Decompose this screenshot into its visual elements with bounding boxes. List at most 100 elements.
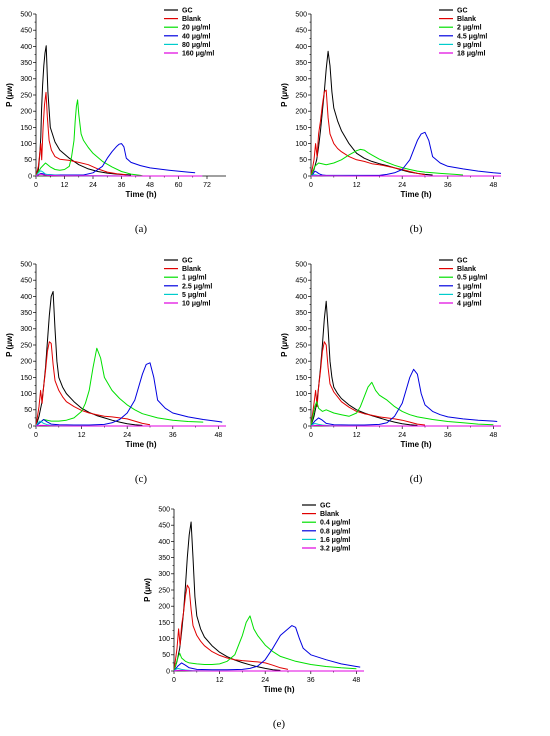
series-line-6 — [35, 173, 203, 177]
y-tick-label: 500 — [20, 261, 32, 268]
y-tick-label: 400 — [295, 44, 307, 51]
y-axis-title: P (μw) — [280, 333, 289, 357]
series-line-2 — [310, 341, 426, 427]
series-line-2 — [310, 89, 426, 177]
y-axis-title: P (μw) — [5, 333, 14, 357]
series-line-3 — [35, 99, 144, 177]
y-tick-label: 50 — [24, 407, 32, 414]
y-tick-label: 500 — [20, 11, 32, 18]
panel-caption: (c) — [135, 473, 148, 485]
y-tick-label: 450 — [295, 278, 307, 285]
chart-panel-b: 0 50 100 150 200 250 300 350 400 450 500 0 12 24 36 48 T… — [275, 0, 550, 240]
x-axis-title: Time (h) — [264, 685, 295, 694]
series-line-1 — [35, 45, 132, 177]
x-tick-label: 48 — [490, 182, 498, 189]
series-line-3 — [173, 615, 357, 672]
legend-entry: 1.6 μg/ml — [320, 537, 350, 544]
y-axis-title: P (μw) — [5, 83, 14, 107]
y-tick-label: 500 — [295, 11, 307, 18]
y-tick-label: 150 — [295, 375, 307, 382]
y-tick-label: 0 — [166, 668, 170, 675]
y-tick-label: 400 — [295, 294, 307, 301]
legend-entry: 0.8 μg/ml — [320, 528, 350, 535]
chart-panel-d: 0 50 100 150 200 250 300 350 400 450 500 0 12 24 36 48 T… — [275, 250, 550, 490]
y-tick-label: 500 — [158, 506, 170, 513]
y-tick-label: 350 — [20, 60, 32, 67]
x-tick-label: 24 — [89, 182, 97, 189]
chart-panel-a: 0 50 100 150 200 250 300 350 400 450 500 0 12 24 36 48 6… — [0, 0, 275, 240]
legend-entry: GC — [320, 503, 331, 510]
y-tick-label: 150 — [20, 125, 32, 132]
legend-entry: 1 μg/ml — [182, 275, 207, 282]
legend-entry: 40 μg/ml — [182, 33, 210, 40]
x-tick-label: 36 — [444, 182, 452, 189]
x-tick-label: 60 — [175, 182, 183, 189]
y-tick-label: 150 — [295, 125, 307, 132]
y-tick-label: 150 — [20, 375, 32, 382]
series-line-6 — [310, 424, 501, 427]
legend-entry: 2.5 μg/ml — [182, 283, 212, 290]
legend-entry: GC — [182, 258, 193, 265]
legend-entry: 0.4 μg/ml — [320, 520, 350, 527]
y-tick-label: 100 — [295, 391, 307, 398]
legend-entry: Blank — [457, 16, 476, 23]
panel-caption: (d) — [410, 473, 423, 485]
y-tick-label: 400 — [20, 44, 32, 51]
legend-entry: GC — [182, 8, 193, 15]
x-tick-label: 36 — [169, 432, 177, 439]
x-tick-label: 36 — [118, 182, 126, 189]
x-tick-label: 0 — [309, 182, 313, 189]
legend-entry: 3.2 μg/ml — [320, 546, 350, 553]
panel-caption: (e) — [273, 718, 286, 730]
x-tick-label: 36 — [444, 432, 452, 439]
legend-entry: 18 μg/ml — [457, 51, 485, 58]
legend-entry: 2 μg/ml — [457, 292, 482, 299]
x-tick-label: 48 — [490, 432, 498, 439]
y-tick-label: 0 — [303, 173, 307, 180]
series-line-6 — [173, 669, 364, 672]
legend-entry: 4 μg/ml — [457, 301, 482, 308]
series-line-1 — [35, 291, 143, 427]
x-tick-label: 48 — [353, 677, 361, 684]
series-line-2 — [173, 584, 289, 672]
legend-entry: 9 μg/ml — [457, 42, 482, 49]
x-tick-label: 48 — [215, 432, 223, 439]
y-tick-label: 450 — [20, 278, 32, 285]
legend-entry: 1 μg/ml — [457, 283, 482, 290]
legend-entry: Blank — [182, 16, 201, 23]
legend-entry: GC — [457, 258, 468, 265]
series-line-3 — [310, 381, 494, 427]
legend-entry: 20 μg/ml — [182, 25, 210, 32]
y-tick-label: 500 — [295, 261, 307, 268]
series-line-3 — [310, 148, 464, 177]
y-tick-label: 50 — [162, 652, 170, 659]
y-tick-label: 50 — [299, 407, 307, 414]
y-tick-label: 250 — [158, 587, 170, 594]
y-tick-label: 300 — [20, 326, 32, 333]
x-tick-label: 0 — [172, 677, 176, 684]
x-tick-label: 0 — [34, 432, 38, 439]
series-line-2 — [35, 341, 151, 427]
y-tick-label: 200 — [20, 359, 32, 366]
legend-entry: 10 μg/ml — [182, 301, 210, 308]
legend-entry: Blank — [457, 266, 476, 273]
series-line-2 — [35, 91, 127, 177]
chart-e: 0 50 100 150 200 250 300 350 400 450 500 0 12 24 36 48 T… — [143, 503, 364, 730]
y-tick-label: 400 — [158, 539, 170, 546]
legend-entry: 2 μg/ml — [457, 25, 482, 32]
chart-b: 0 50 100 150 200 250 300 350 400 450 500 0 12 24 36 48 T… — [280, 8, 502, 235]
y-tick-label: 250 — [295, 92, 307, 99]
y-tick-label: 200 — [295, 109, 307, 116]
y-tick-label: 450 — [295, 28, 307, 35]
x-tick-label: 12 — [353, 432, 361, 439]
chart-panel-c: 0 50 100 150 200 250 300 350 400 450 500 0 12 24 36 48 T… — [0, 250, 275, 490]
chart-a: 0 50 100 150 200 250 300 350 400 450 500 0 12 24 36 48 6… — [5, 8, 226, 235]
x-tick-label: 24 — [398, 432, 406, 439]
series-line-6 — [35, 424, 226, 427]
y-axis-title: P (μw) — [280, 83, 289, 107]
series-line-4 — [35, 143, 196, 177]
x-tick-label: 12 — [78, 432, 86, 439]
chart-panel-e: 0 50 100 150 200 250 300 350 400 450 500 0 12 24 36 48 T… — [138, 495, 413, 735]
y-tick-label: 300 — [295, 326, 307, 333]
y-tick-label: 200 — [20, 109, 32, 116]
